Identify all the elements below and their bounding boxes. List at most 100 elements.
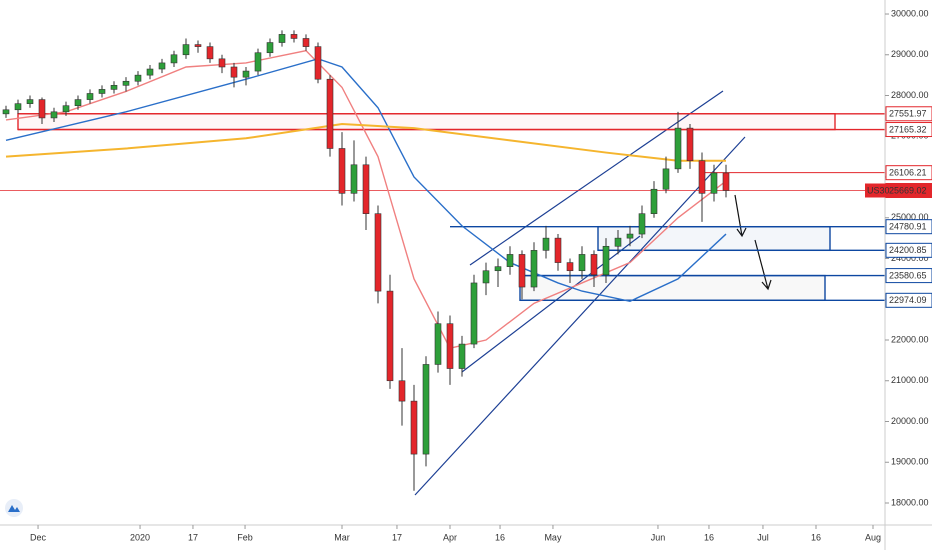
x-tick-label: 17 (392, 532, 402, 542)
candle-body (38, 99, 46, 119)
x-tick-label: Feb (237, 532, 253, 542)
candle-body (698, 160, 706, 194)
candle-body (434, 323, 442, 365)
candle-body (14, 103, 22, 111)
candle-body (170, 54, 178, 64)
candle-body (278, 34, 286, 43)
price-label: 27551.97 (889, 109, 927, 119)
x-tick-label: 2020 (130, 532, 150, 542)
y-tick-label: 19000.00 (891, 457, 929, 467)
candle-body (302, 38, 310, 47)
y-tick-label: 28000.00 (891, 90, 929, 100)
candle-body (74, 99, 82, 107)
x-tick-label: 16 (495, 532, 505, 542)
candle-body (614, 237, 622, 247)
candle-body (686, 127, 694, 162)
trendline (461, 235, 641, 373)
candle-body (350, 164, 358, 194)
candle-body (674, 127, 682, 170)
candle-body (86, 93, 94, 100)
candle-body (506, 254, 514, 267)
candle-body (98, 89, 106, 94)
candle-body (62, 105, 70, 113)
price-label: 26106.21 (889, 168, 927, 178)
x-tick-label: 16 (811, 532, 821, 542)
y-tick-label: 22000.00 (891, 334, 929, 344)
price-label: 22974.09 (889, 295, 927, 305)
candle-body (50, 111, 58, 119)
candle-body (110, 85, 118, 90)
y-tick-label: 25000.00 (891, 212, 929, 222)
candle-body (374, 213, 382, 292)
x-tick-label: Apr (443, 532, 457, 542)
candle-body (266, 42, 274, 54)
y-tick-label: 24000.00 (891, 253, 929, 263)
symbol-label: US30 (867, 185, 890, 195)
arrow (734, 194, 747, 238)
candle-body (194, 44, 202, 47)
price-label-box (885, 242, 932, 258)
candle-body (650, 188, 658, 214)
candle-body (554, 237, 562, 263)
x-tick-label: 16 (704, 532, 714, 542)
candle-body (446, 323, 454, 369)
zone (17, 113, 836, 131)
candle-body (338, 148, 346, 194)
price-label: 25669.02 (889, 185, 927, 195)
candle-body (662, 168, 670, 190)
x-tick-label: May (544, 532, 562, 542)
arrow (754, 239, 772, 291)
price-label-box (885, 292, 932, 308)
price-label-box (885, 106, 932, 122)
candle-body (182, 44, 190, 56)
x-tick-label: 17 (188, 532, 198, 542)
price-label-box (885, 165, 932, 181)
price-label: 27165.32 (889, 124, 927, 134)
candle-body (494, 266, 502, 272)
candle-body (458, 343, 466, 369)
zone (597, 225, 831, 252)
x-tick-label: Jul (757, 532, 769, 542)
trendline (414, 136, 746, 496)
candle-body (578, 254, 586, 272)
price-label-box (885, 219, 932, 235)
x-tick-label: Mar (334, 532, 350, 542)
candle-body (254, 52, 262, 72)
x-tick-label: Aug (865, 532, 881, 542)
candle-body (230, 66, 238, 78)
candle-body (2, 109, 10, 115)
candle-body (626, 233, 634, 239)
candle-body (158, 62, 166, 70)
candle-body (290, 34, 298, 39)
candle-body (722, 172, 730, 191)
moving-average (5, 123, 726, 162)
candle-body (122, 80, 130, 86)
price-label: 24200.85 (889, 245, 927, 255)
trendline (469, 90, 724, 266)
candle-body (386, 290, 394, 382)
candle-body (362, 164, 370, 214)
y-tick-label: 29000.00 (891, 49, 929, 59)
price-label-box (885, 268, 932, 284)
candle-body (146, 68, 154, 76)
candle-body (206, 46, 214, 60)
y-tick-label: 18000.00 (891, 497, 929, 507)
candle-body (326, 78, 334, 149)
y-tick-label: 21000.00 (891, 375, 929, 385)
candle-body (422, 364, 430, 455)
candle-body (398, 380, 406, 402)
candle-body (590, 254, 598, 276)
candle-body (602, 245, 610, 276)
candle-body (518, 254, 526, 288)
candle-body (134, 74, 142, 82)
candle-body (482, 270, 490, 284)
x-tick-label: Jun (651, 532, 666, 542)
candle-body (314, 46, 322, 80)
candle-body (242, 70, 250, 78)
candle-body (566, 262, 574, 272)
logo (5, 499, 23, 517)
price-label-box (885, 122, 932, 138)
logo (8, 505, 20, 512)
x-tick-label: Dec (30, 532, 47, 542)
